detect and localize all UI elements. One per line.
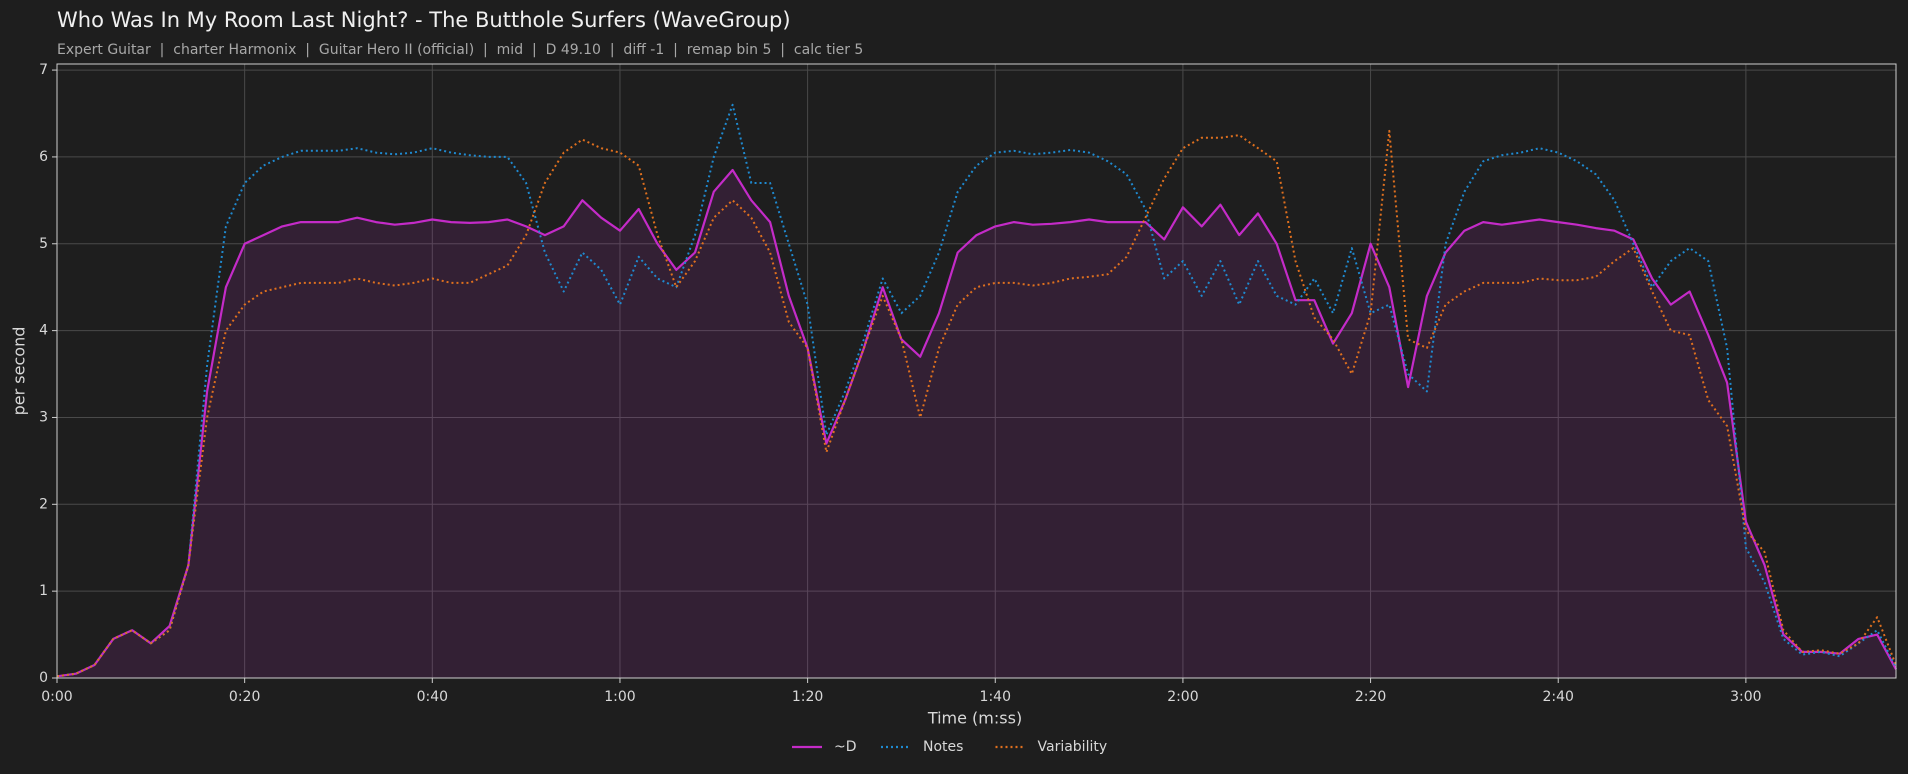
plot-frame [56,63,1897,679]
legend-label: Variability [1038,739,1108,755]
x-tick-label: 3:00 [1730,689,1761,705]
x-tick-label: 2:00 [1167,689,1198,705]
y-tick-label: 2 [39,496,48,512]
y-axis-label: per second [10,327,29,416]
legend-label: ~D [834,739,857,755]
y-tick-label: 6 [39,149,48,165]
chart-title: Who Was In My Room Last Night? - The But… [57,8,791,32]
y-tick-label: 4 [39,323,48,339]
x-tick-label: 0:20 [229,689,260,705]
y-tick-label: 0 [39,670,48,686]
y-tick-label: 3 [39,409,48,425]
y-tick-label: 7 [39,62,48,78]
x-tick-label: 0:40 [417,689,448,705]
x-tick-label: 2:20 [1355,689,1386,705]
x-tick-label: 1:00 [604,689,635,705]
y-tick-label: 5 [39,236,48,252]
y-tick-label: 1 [39,583,48,599]
x-tick-label: 0:00 [41,689,72,705]
chart-subtitle: Expert Guitar | charter Harmonix | Guita… [57,42,863,58]
series-line [56,168,1897,678]
x-axis-label: Time (m:ss) [927,709,1022,728]
x-tick-label: 2:40 [1542,689,1573,705]
series-line [56,129,1897,678]
area [57,170,1896,678]
x-tick-label: 1:40 [980,689,1011,705]
x-tick-label: 1:20 [792,689,823,705]
legend-label: Notes [923,739,963,755]
